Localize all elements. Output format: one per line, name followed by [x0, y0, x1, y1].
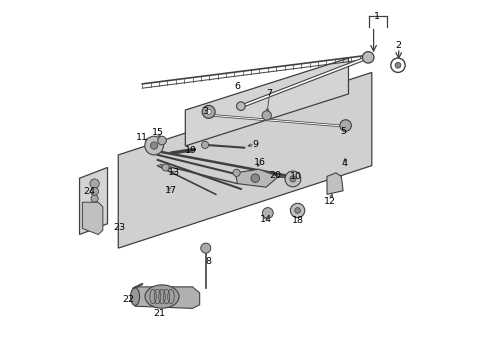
- Text: 20: 20: [268, 171, 281, 180]
- Circle shape: [390, 58, 405, 72]
- Circle shape: [202, 105, 215, 118]
- Text: 4: 4: [341, 159, 347, 168]
- Circle shape: [91, 195, 98, 202]
- Text: 3: 3: [202, 107, 208, 116]
- Circle shape: [294, 208, 300, 213]
- Circle shape: [206, 109, 211, 114]
- Circle shape: [162, 164, 169, 171]
- Circle shape: [262, 208, 273, 219]
- Circle shape: [90, 188, 99, 195]
- Text: 5: 5: [340, 127, 346, 136]
- Text: 19: 19: [184, 146, 196, 155]
- Text: 21: 21: [153, 309, 165, 318]
- Circle shape: [233, 169, 240, 176]
- Ellipse shape: [144, 285, 179, 308]
- Polygon shape: [235, 169, 278, 187]
- Text: 22: 22: [122, 294, 134, 303]
- Text: 16: 16: [253, 158, 265, 167]
- Polygon shape: [80, 167, 107, 234]
- Polygon shape: [185, 58, 348, 146]
- Circle shape: [394, 62, 400, 68]
- Circle shape: [339, 120, 351, 131]
- Text: 24: 24: [83, 187, 95, 196]
- Circle shape: [201, 141, 208, 148]
- Text: 2: 2: [395, 41, 401, 50]
- Circle shape: [362, 51, 373, 63]
- Ellipse shape: [130, 288, 139, 306]
- Text: 18: 18: [291, 216, 303, 225]
- Circle shape: [158, 136, 166, 145]
- Text: 12: 12: [323, 197, 335, 206]
- Text: 23: 23: [113, 223, 125, 232]
- Text: 15: 15: [151, 128, 163, 137]
- Circle shape: [201, 243, 210, 253]
- Polygon shape: [135, 287, 199, 309]
- Text: 9: 9: [252, 140, 258, 149]
- Text: 1: 1: [373, 12, 379, 21]
- Circle shape: [262, 111, 271, 120]
- Circle shape: [290, 203, 304, 218]
- Text: 10: 10: [289, 172, 301, 181]
- Circle shape: [90, 179, 99, 188]
- Polygon shape: [326, 173, 343, 194]
- Circle shape: [289, 176, 295, 182]
- Text: 14: 14: [260, 215, 271, 224]
- Text: 11: 11: [136, 133, 148, 142]
- Polygon shape: [118, 72, 371, 248]
- Circle shape: [144, 136, 163, 155]
- Text: 7: 7: [265, 89, 271, 98]
- Text: 6: 6: [234, 82, 240, 91]
- Text: 17: 17: [165, 185, 177, 194]
- Circle shape: [150, 142, 158, 149]
- Text: 13: 13: [167, 168, 180, 177]
- Circle shape: [236, 102, 244, 111]
- Text: 8: 8: [205, 257, 211, 266]
- Circle shape: [285, 171, 300, 187]
- Polygon shape: [82, 202, 102, 234]
- Circle shape: [250, 174, 259, 183]
